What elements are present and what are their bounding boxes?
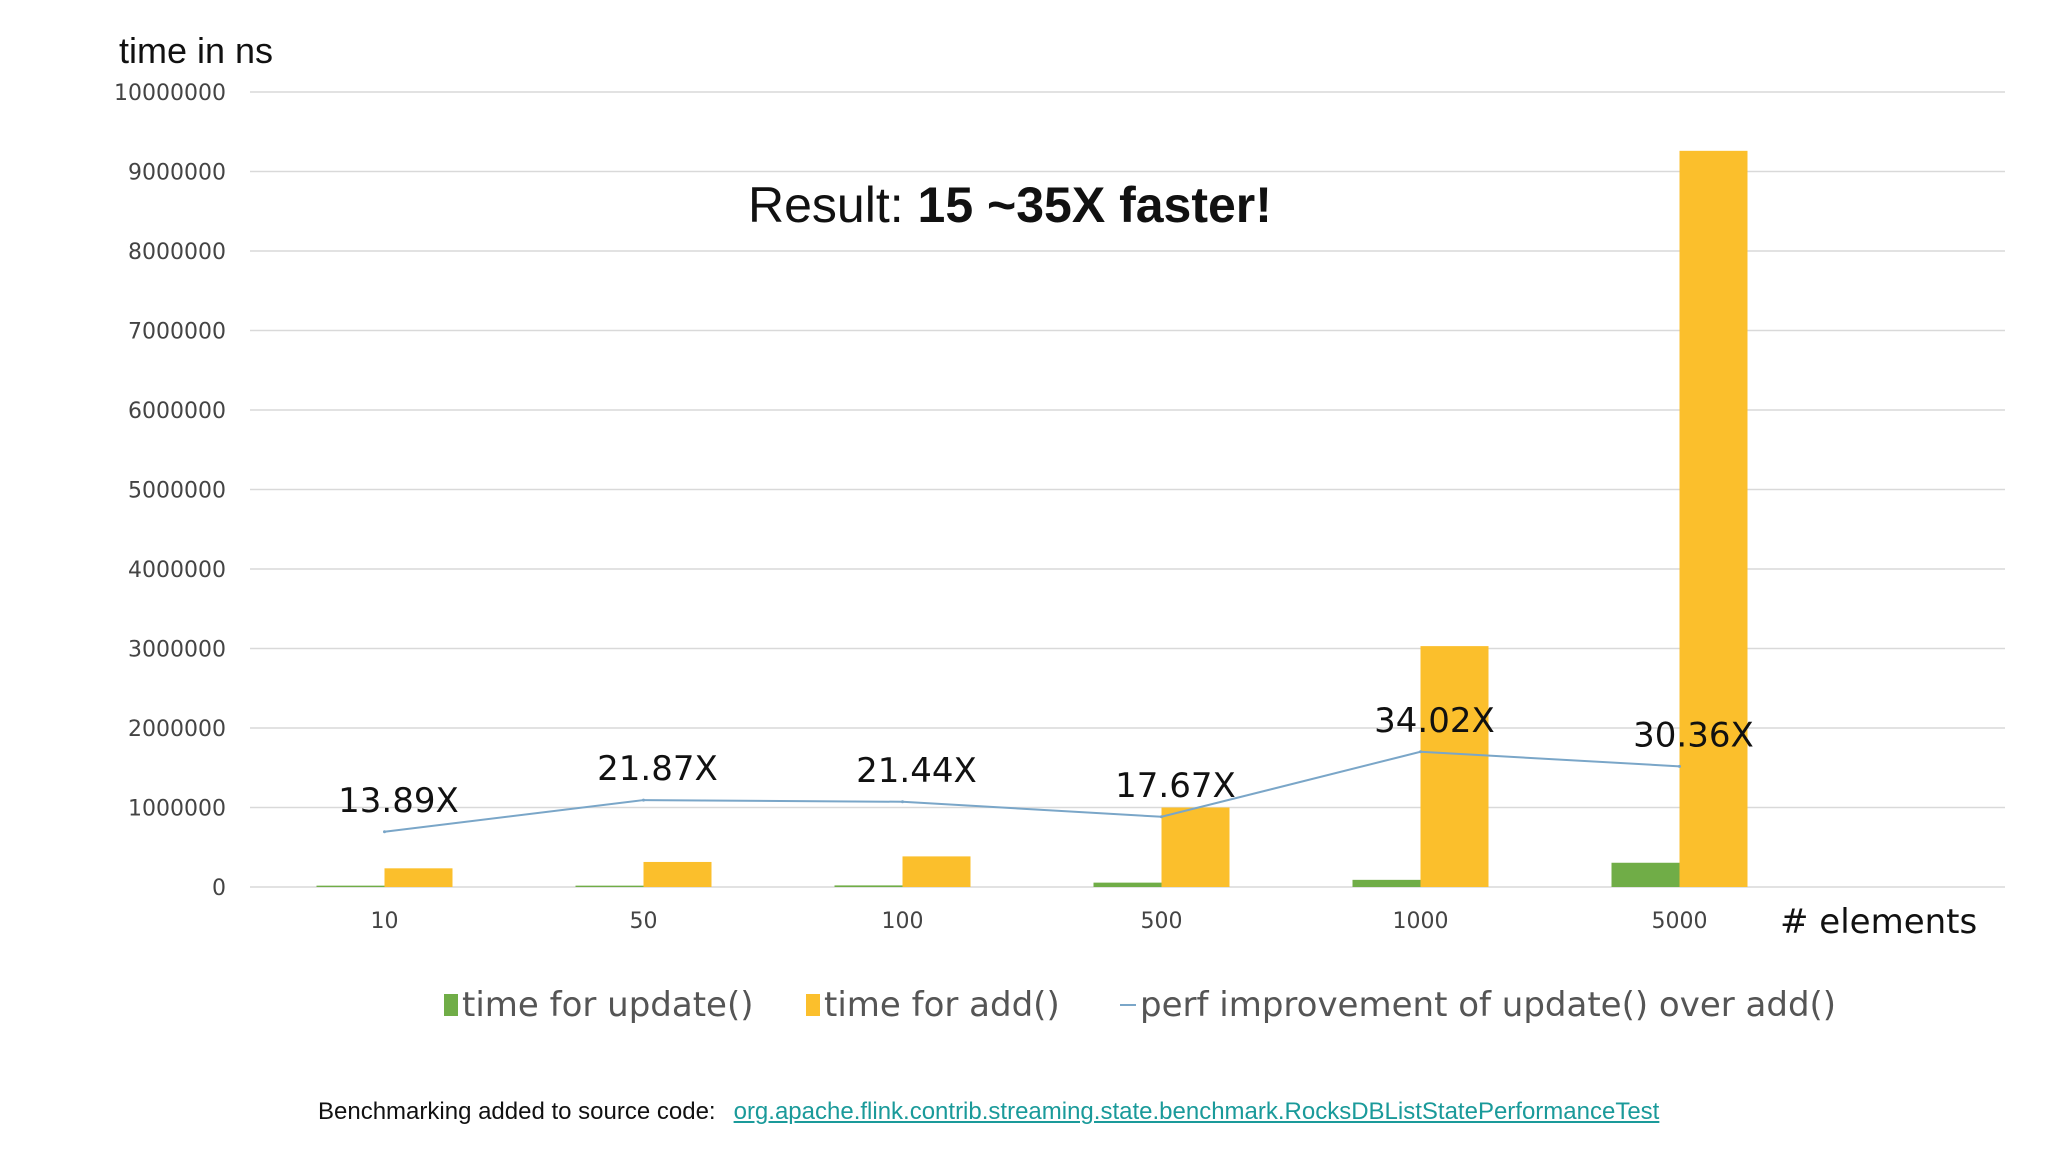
bar-add [643,861,712,887]
legend-perf-label: perf improvement of update() over add() [1140,985,1837,1025]
bar-update [1352,879,1421,887]
bar-update [575,885,644,887]
perf-data-label: 34.02X [1374,701,1495,741]
perf-line [384,750,1680,833]
y-tick-label: 4000000 [128,558,226,583]
y-tick-label: 0 [212,876,226,901]
x-tick-label: 500 [1141,909,1183,934]
perf-point [901,800,904,804]
footer-text: Benchmarking added to source code: [318,1098,716,1125]
bar-add [384,868,453,887]
footer: Benchmarking added to source code: org.ap… [318,1098,1659,1126]
y-tick-label: 10000000 [114,81,226,106]
headline-prefix: Result: [748,177,918,233]
bar-update [834,885,903,887]
bar-update [1611,862,1680,887]
headline: Result: 15 ~35X faster! [748,176,1272,234]
perf-point [642,798,645,802]
bar-add [1420,646,1489,887]
legend-add-label: time for add() [824,985,1060,1025]
source-code-link[interactable]: org.apache.flink.contrib.streaming.state… [733,1098,1660,1125]
perf-point [1678,764,1681,768]
x-tick-label: 5000 [1652,909,1708,934]
perf-point [1160,815,1163,819]
bar-update [1093,882,1162,887]
legend-update-label: time for update() [462,985,754,1025]
y-tick-label: 5000000 [128,479,226,504]
legend-update-swatch [444,994,458,1016]
y-tick-label: 3000000 [128,638,226,663]
x-tick-label: 100 [882,909,924,934]
y-axis-title: time in ns [119,30,274,71]
perf-data-label: 30.36X [1633,715,1754,755]
x-tick-label: 10 [371,909,399,934]
bar-add [1679,150,1748,887]
legend-perf-swatch [1120,1004,1136,1006]
perf-point [383,830,386,834]
legend-perf: perf improvement of update() over add() [1120,980,1836,1030]
y-tick-label: 6000000 [128,399,226,424]
bar-update [316,885,385,887]
perf-point [1419,750,1422,754]
bar-add [1161,807,1230,887]
bar-add [902,856,971,887]
y-tick-label: 1000000 [128,797,226,822]
perf-data-label: 13.89X [338,781,459,821]
perf-data-label: 21.87X [597,749,718,789]
x-tick-label: 50 [630,909,658,934]
x-tick-label: 1000 [1393,909,1449,934]
y-tick-label: 8000000 [128,240,226,265]
legend-add: time for add() [806,980,1060,1030]
headline-bold: 15 ~35X faster! [917,177,1272,233]
y-tick-label: 9000000 [128,161,226,186]
y-tick-label: 2000000 [128,717,226,742]
perf-data-label: 17.67X [1115,766,1236,806]
x-axis-title: # elements [1780,902,1978,942]
perf-data-label: 21.44X [856,751,977,791]
legend-update: time for update() [444,980,754,1030]
legend-add-swatch [806,994,820,1016]
y-tick-label: 7000000 [128,320,226,345]
